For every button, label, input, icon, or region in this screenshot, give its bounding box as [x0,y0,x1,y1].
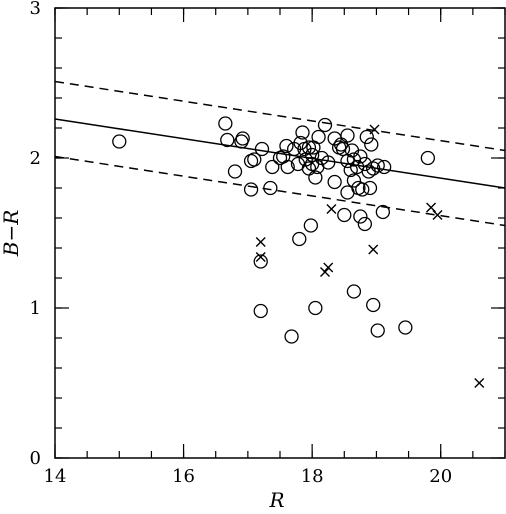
solid-fit-line [54,118,506,189]
fit-lines [54,80,506,227]
cross-point [320,267,330,277]
circle-point [304,147,320,163]
circle-point [308,170,323,185]
circle-point [327,174,342,190]
circle-point [355,182,370,197]
circle-point [218,116,233,131]
x-tick-labels: 14 16 18 20 [44,466,453,487]
circle-point [279,138,294,154]
circle-point [301,140,317,155]
cross-point [326,204,337,214]
x-tick-label: 16 [172,466,195,487]
circle-point [317,117,333,133]
plot-frame [54,7,506,459]
circle-point [265,159,280,175]
circle-point [398,320,413,335]
circle-point [353,149,368,164]
circle-point [321,155,336,170]
circle-point [370,323,385,338]
circle-point [353,209,368,224]
circle-point [295,125,310,140]
dashed-envelope-line [54,155,506,227]
circle-point [235,131,250,146]
y-axis-label: B−R [0,210,23,258]
circle-point [263,180,278,196]
circle-point [366,297,381,313]
circle-point [335,141,351,157]
major-ticks [54,7,505,459]
x-tick-label: 14 [44,466,67,487]
cross-point [368,244,379,255]
circle-point [340,128,355,143]
circle-point [357,216,373,232]
cross-point [369,124,380,135]
circle-point [253,254,268,269]
circle-point [370,158,385,173]
y-tick-label: 1 [30,298,41,319]
circle-point [292,231,307,247]
circle-point [311,129,326,145]
circle-point [227,164,243,179]
circle-point [337,207,352,223]
circle-point [254,141,270,157]
x-tick-label: 18 [301,466,324,487]
y-tick-label: 2 [30,148,41,169]
cross-point [474,378,485,388]
circle-point [220,132,235,148]
circle-point [346,173,362,188]
y-tick-labels: 0 1 2 3 [30,0,41,469]
data-points [112,116,485,388]
circle-point [284,329,299,344]
cross-point [255,252,266,262]
circle-point [247,152,262,167]
circle-point [376,159,392,175]
circle-point [253,303,268,319]
circle-point [243,182,259,197]
cross-point [426,202,437,213]
x-axis-label: R [268,488,284,512]
cross-point [432,210,443,220]
cross-point [323,262,334,273]
minor-ticks [54,7,506,459]
circle-point [366,161,381,176]
circle-point [112,134,127,149]
circle-point [303,218,319,233]
y-tick-label: 0 [30,448,41,469]
dashed-envelope-line [54,80,506,152]
circle-point [343,162,358,178]
circle-point [280,159,295,175]
circle-point [375,204,391,220]
cross-point [255,237,266,247]
circle-point [364,137,379,152]
circle-point [362,180,378,196]
circle-point [420,150,436,166]
circle-point [346,284,362,299]
circle-point [308,300,323,316]
y-tick-label: 3 [30,0,41,19]
circle-point [359,129,374,145]
x-tick-label: 20 [429,466,452,487]
